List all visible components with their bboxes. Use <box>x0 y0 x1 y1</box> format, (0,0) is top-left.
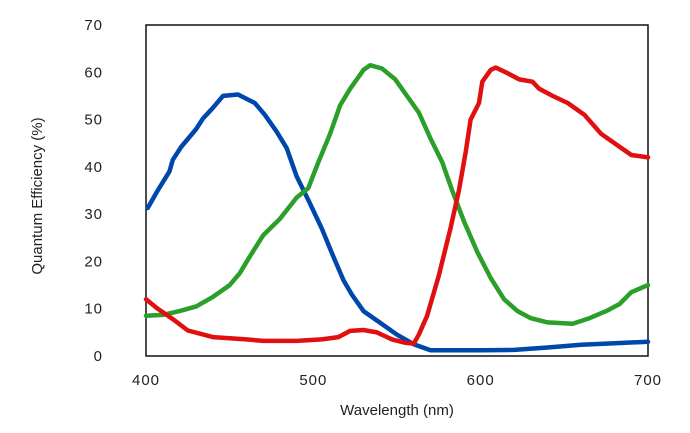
series-layer <box>143 62 651 353</box>
x-tick-label: 600 <box>467 372 495 389</box>
x-tick-label: 400 <box>132 372 160 389</box>
y-tick-label: 20 <box>84 253 103 270</box>
x-tick-label: 500 <box>299 372 327 389</box>
y-tick-label: 40 <box>84 159 103 176</box>
x-tick-labels: 400 500 600 700 <box>132 372 662 389</box>
series-line-1 <box>145 92 651 353</box>
x-axis-title: Wavelength (nm) <box>340 402 454 419</box>
plot-frame <box>145 24 649 357</box>
y-tick-label: 70 <box>84 17 103 34</box>
y-tick-label: 0 <box>94 348 103 365</box>
y-axis-title: Quantum Efficiency (%) <box>29 117 46 274</box>
y-tick-labels: 0 10 20 30 40 50 60 70 <box>84 17 103 365</box>
y-tick-label: 60 <box>84 64 103 81</box>
x-tick-label: 700 <box>634 372 662 389</box>
y-tick-label: 10 <box>84 301 103 318</box>
series-line-3 <box>143 65 651 346</box>
y-tick-label: 50 <box>84 112 103 129</box>
y-tick-label: 30 <box>84 206 103 223</box>
series-line-2 <box>143 62 651 327</box>
